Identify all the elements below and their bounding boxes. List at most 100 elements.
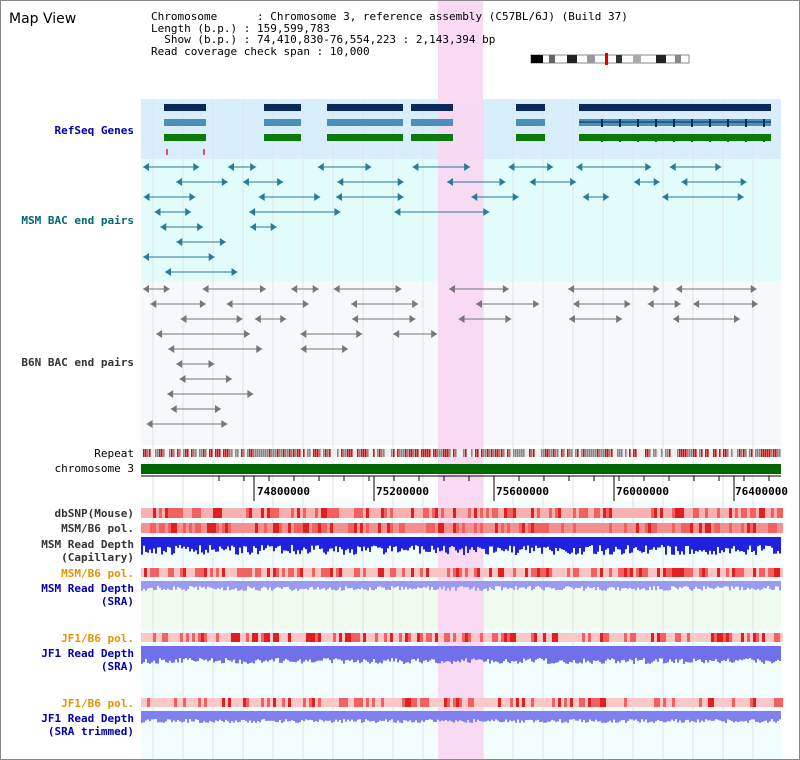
depth-bar bbox=[671, 711, 673, 720]
repeat-block bbox=[241, 449, 243, 457]
heat-cell bbox=[285, 568, 288, 577]
track-label-jf1-depth-sra[interactable]: JF1 Read Depth bbox=[41, 647, 134, 660]
depth-bar bbox=[337, 537, 339, 553]
track-label-msm-pol[interactable]: MSM/B6 pol. bbox=[61, 522, 134, 535]
heat-cell bbox=[162, 633, 165, 642]
depth-bar bbox=[497, 646, 499, 663]
heat-cell bbox=[177, 523, 180, 533]
heat-cell bbox=[567, 633, 570, 642]
track-label-jf1-pol-trim[interactable]: JF1/B6 pol. bbox=[61, 697, 134, 710]
depth-bar bbox=[239, 537, 241, 548]
heat-cell bbox=[591, 633, 594, 642]
repeat-block bbox=[455, 449, 457, 457]
bac-end bbox=[180, 315, 187, 323]
depth-bar bbox=[761, 711, 763, 722]
heat-cell bbox=[426, 523, 429, 533]
track-label-msm-bac[interactable]: MSM BAC end pairs bbox=[21, 214, 134, 227]
repeat-block bbox=[583, 449, 585, 457]
track-label-b6n-bac[interactable]: B6N BAC end pairs bbox=[21, 356, 134, 369]
depth-bar bbox=[405, 537, 407, 550]
heat-cell bbox=[267, 633, 270, 642]
track-label-repeat[interactable]: Repeat bbox=[94, 447, 134, 460]
depth-bar bbox=[263, 581, 265, 587]
heat-cell bbox=[537, 698, 540, 707]
heat-cell bbox=[150, 508, 153, 518]
repeat-block bbox=[701, 449, 703, 457]
heat-cell bbox=[714, 523, 717, 533]
heat-cell bbox=[258, 508, 261, 518]
heat-cell bbox=[468, 523, 471, 533]
repeat-block bbox=[581, 449, 583, 457]
heat-cell bbox=[465, 633, 468, 642]
heat-cell bbox=[675, 568, 678, 577]
heat-cell bbox=[474, 568, 477, 577]
heat-cell bbox=[330, 523, 333, 533]
track-label-msm-pol-sra[interactable]: MSM/B6 pol. bbox=[61, 567, 134, 580]
heat-cell bbox=[717, 523, 720, 533]
heat-cell bbox=[654, 633, 657, 642]
depth-bar bbox=[337, 711, 339, 722]
bac-end bbox=[616, 315, 623, 323]
heat-cell bbox=[387, 523, 390, 533]
heat-cell bbox=[297, 698, 300, 707]
track-label-jf1-pol[interactable]: JF1/B6 pol. bbox=[61, 632, 134, 645]
bac-end bbox=[512, 193, 519, 201]
depth-bar bbox=[579, 537, 581, 549]
depth-bar bbox=[455, 537, 457, 551]
depth-bar bbox=[501, 646, 503, 664]
repeat-block bbox=[493, 449, 495, 457]
track-label-chromosome[interactable]: chromosome 3 bbox=[54, 462, 134, 475]
depth-bar bbox=[701, 537, 703, 552]
depth-bar bbox=[685, 537, 687, 546]
depth-bar bbox=[713, 646, 715, 661]
depth-bar bbox=[391, 711, 393, 720]
heat-cell bbox=[741, 523, 744, 533]
heat-cell bbox=[162, 523, 165, 533]
depth-bar bbox=[415, 537, 417, 546]
depth-bar bbox=[691, 537, 693, 550]
depth-bar bbox=[271, 711, 273, 721]
heat-cell bbox=[651, 523, 654, 533]
ideogram-band bbox=[675, 55, 681, 63]
bac-end bbox=[499, 178, 506, 186]
repeat-block bbox=[597, 449, 599, 457]
track-label-msm-depth-capillary[interactable]: MSM Read Depth bbox=[41, 538, 134, 551]
depth-bar bbox=[573, 537, 575, 548]
heat-cell bbox=[492, 568, 495, 577]
track-label-msm-depth-sra[interactable]: MSM Read Depth bbox=[41, 582, 134, 595]
depth-bar bbox=[511, 537, 513, 553]
depth-bar bbox=[373, 711, 375, 721]
depth-bar bbox=[317, 537, 319, 546]
heat-cell bbox=[393, 698, 396, 707]
depth-bar bbox=[355, 711, 357, 722]
heat-cell bbox=[225, 633, 228, 642]
depth-bar bbox=[753, 581, 755, 590]
heat-cell bbox=[195, 568, 198, 577]
heat-cell bbox=[693, 568, 696, 577]
bac-end bbox=[483, 208, 490, 216]
heat-cell bbox=[363, 698, 366, 707]
heat-cell bbox=[261, 633, 264, 642]
depth-bar bbox=[705, 646, 707, 661]
depth-bar bbox=[429, 581, 431, 591]
heat-cell bbox=[582, 508, 585, 518]
depth-bar bbox=[233, 537, 235, 548]
depth-bar bbox=[175, 581, 177, 590]
heat-cell bbox=[708, 568, 711, 577]
heat-cell bbox=[708, 508, 711, 518]
depth-bar bbox=[445, 537, 447, 553]
track-label-jf1-depth-trim[interactable]: JF1 Read Depth bbox=[41, 712, 134, 725]
track-label-refseq[interactable]: RefSeq Genes bbox=[54, 124, 134, 137]
bac-end bbox=[576, 163, 583, 171]
heat-cell bbox=[675, 508, 678, 518]
depth-bar bbox=[507, 646, 509, 663]
depth-bar bbox=[717, 537, 719, 548]
track-label-dbsnp[interactable]: dbSNP(Mouse) bbox=[54, 507, 134, 520]
depth-bar bbox=[535, 646, 537, 660]
heat-cell bbox=[222, 508, 225, 518]
heat-cell bbox=[435, 568, 438, 577]
heat-cell bbox=[744, 523, 747, 533]
depth-bar bbox=[503, 537, 505, 552]
heat-cell bbox=[249, 508, 252, 518]
